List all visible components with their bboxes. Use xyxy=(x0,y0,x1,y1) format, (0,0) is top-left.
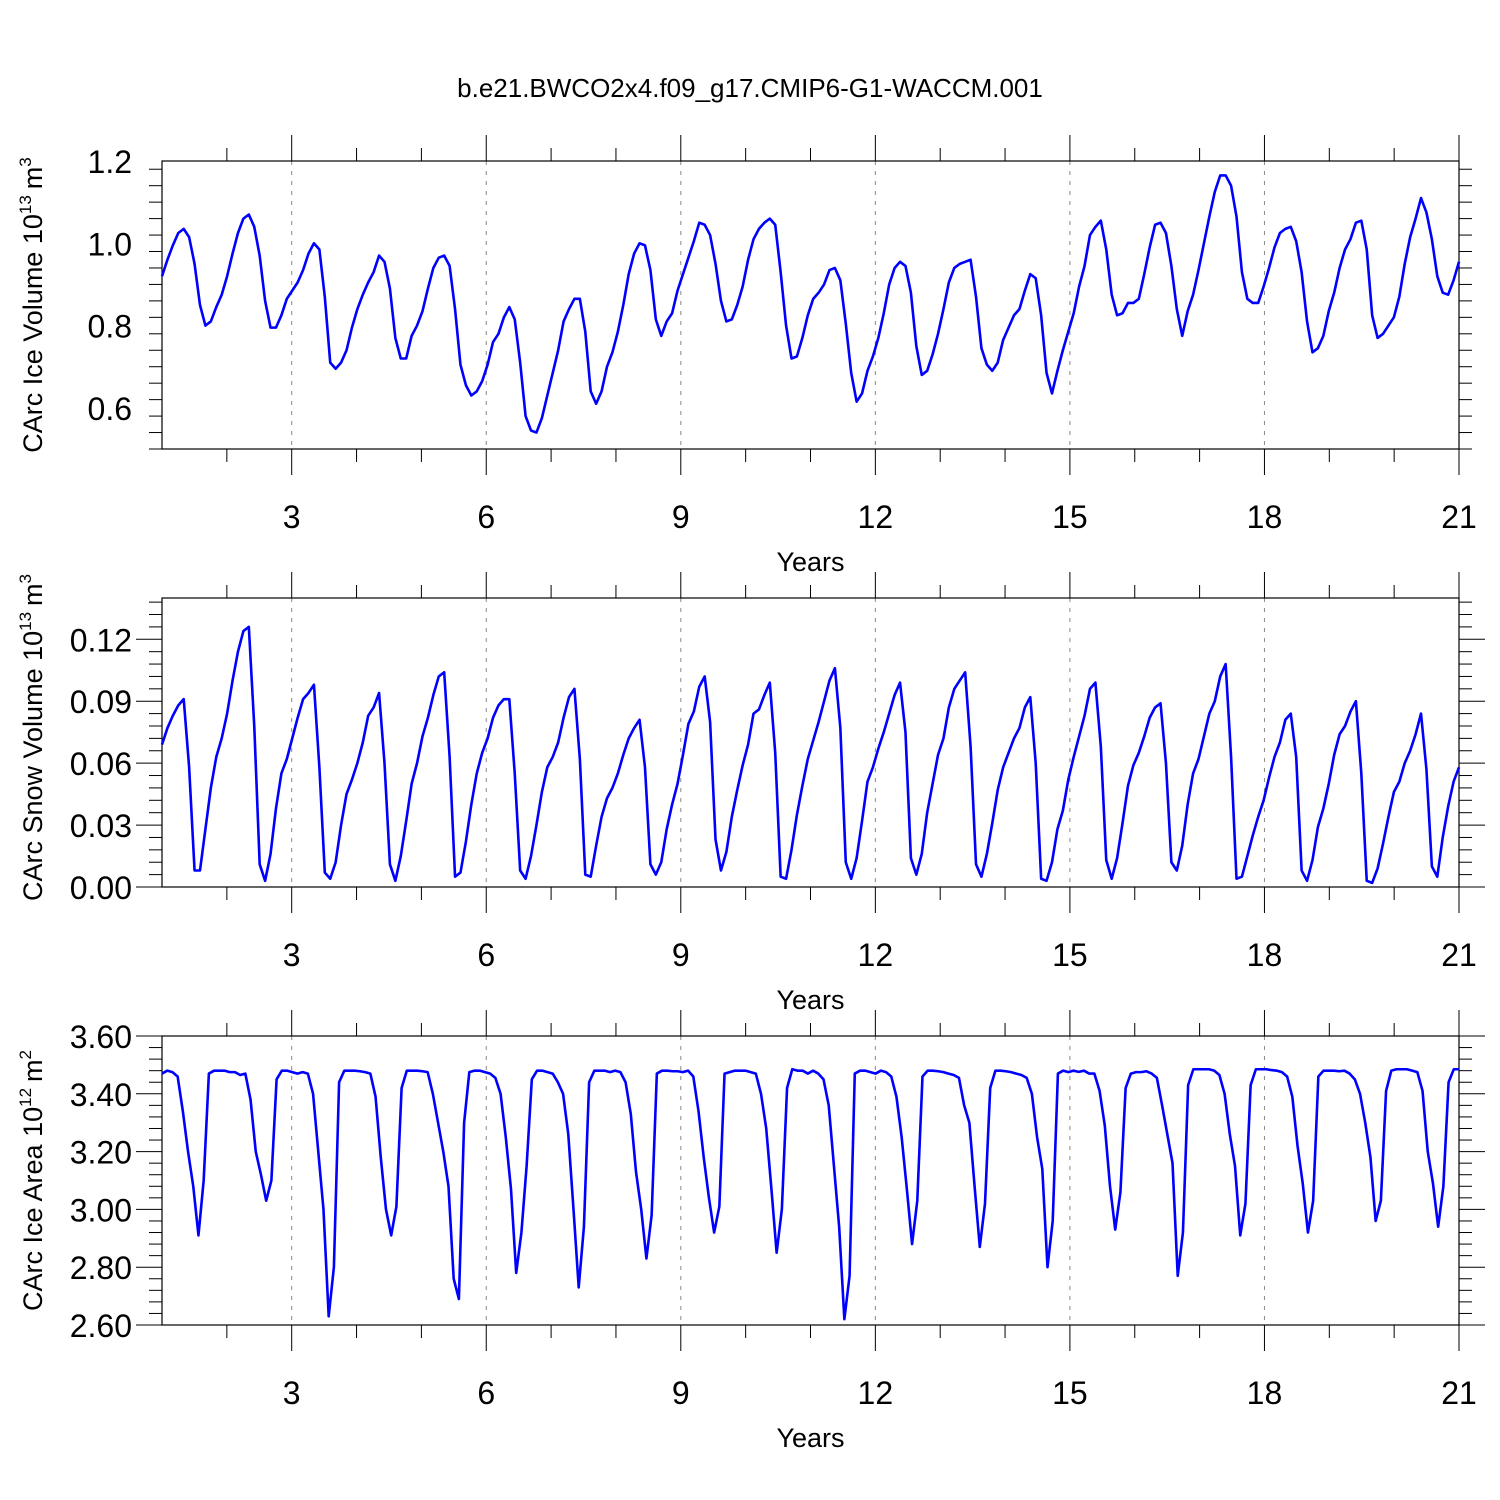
y-axis-label-exponent: 12 xyxy=(16,1088,35,1107)
y-tick-label: 0.03 xyxy=(70,808,132,844)
x-tick-label: 3 xyxy=(283,1375,301,1411)
y-axis-label-text: CArc Ice Volume 10 xyxy=(18,214,48,453)
y-tick-label: 3.40 xyxy=(70,1077,132,1113)
y-tick-label: 0.12 xyxy=(70,622,132,658)
y-tick-label: 0.06 xyxy=(70,746,132,782)
y-axis-label-exponent: 13 xyxy=(16,612,35,631)
chart-panel-2: 3 6 9 12 15 18 21 0.00 0.03 0.06 0.09 0.12 Years CArc… xyxy=(16,572,1485,1015)
x-tick-label: 21 xyxy=(1441,1375,1477,1411)
chart-panel-1: 3 6 9 12 15 18 21 0.6 0.8 1.0 1.2 Years CArc Ice Vol… xyxy=(16,135,1477,577)
y-axis-label-unit-exponent: 3 xyxy=(16,157,35,166)
x-tick-label: 12 xyxy=(858,1375,894,1411)
x-tick-label: 21 xyxy=(1441,499,1477,535)
x-tick-label: 15 xyxy=(1052,499,1088,535)
y-axis-label-unit-exponent: 3 xyxy=(16,574,35,583)
x-tick-label: 3 xyxy=(283,499,301,535)
y-tick-label: 0.09 xyxy=(70,684,132,720)
y-axis-label-exponent: 13 xyxy=(16,195,35,214)
y-tick-label: 2.80 xyxy=(70,1250,132,1286)
y-axis-label: CArc Snow Volume 1013 m3 xyxy=(16,574,48,901)
y-axis-label-unit: m xyxy=(18,583,48,606)
x-axis-label: Years xyxy=(776,547,844,577)
y-axis-label-unit-exponent: 2 xyxy=(16,1050,35,1059)
x-tick-label: 9 xyxy=(672,937,690,973)
x-tick-label: 15 xyxy=(1052,1375,1088,1411)
y-axis-label-unit: m xyxy=(18,167,48,190)
x-tick-label: 18 xyxy=(1247,937,1283,973)
y-tick-label: 2.60 xyxy=(70,1308,132,1344)
y-tick-label: 3.00 xyxy=(70,1192,132,1228)
x-tick-label: 15 xyxy=(1052,937,1088,973)
x-tick-label: 18 xyxy=(1247,1375,1283,1411)
x-tick-label: 12 xyxy=(858,937,894,973)
x-tick-label: 6 xyxy=(477,1375,495,1411)
y-tick-label: 3.60 xyxy=(70,1019,132,1055)
chart-title: b.e21.BWCO2x4.f09_g17.CMIP6-G1-WACCM.001 xyxy=(457,73,1043,103)
chart-panel-3: 3 6 9 12 15 18 21 2.60 2.80 3.00 3.20 3.40 3.60 Years… xyxy=(16,1010,1485,1453)
y-axis-label: CArc Ice Area 1012 m2 xyxy=(16,1050,48,1311)
y-tick-label: 0.6 xyxy=(88,391,132,427)
x-tick-label: 3 xyxy=(283,937,301,973)
y-tick-label: 3.20 xyxy=(70,1135,132,1171)
x-tick-label: 21 xyxy=(1441,937,1477,973)
x-tick-label: 9 xyxy=(672,499,690,535)
series-line-1 xyxy=(160,174,1461,434)
y-axis-label-unit: m xyxy=(18,1059,48,1082)
y-tick-label: 0.00 xyxy=(70,870,132,906)
x-tick-label: 9 xyxy=(672,1375,690,1411)
x-tick-label: 6 xyxy=(477,937,495,973)
series-line-1 xyxy=(160,625,1461,885)
y-axis-label-text: CArc Ice Area 10 xyxy=(18,1107,48,1311)
y-axis-label-text: CArc Snow Volume 10 xyxy=(18,631,48,901)
y-tick-label: 0.8 xyxy=(88,309,132,345)
y-tick-label: 1.2 xyxy=(88,144,132,180)
series-line-1 xyxy=(161,1067,1459,1321)
y-tick-label: 1.0 xyxy=(88,226,132,262)
x-tick-label: 12 xyxy=(858,499,894,535)
x-axis-label: Years xyxy=(776,985,844,1015)
y-axis-label: CArc Ice Volume 1013 m3 xyxy=(16,157,48,453)
x-tick-label: 18 xyxy=(1247,499,1283,535)
x-axis-label: Years xyxy=(776,1423,844,1453)
x-tick-label: 6 xyxy=(477,499,495,535)
